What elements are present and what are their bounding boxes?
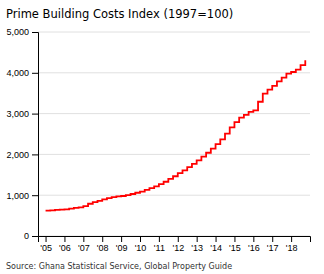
y-tick: 1,000: [6, 191, 38, 201]
x-tick-mark: [64, 236, 65, 242]
y-tick-mark: [32, 195, 38, 196]
y-axis: 0 1,000 2,000 3,000 4,000 5,000: [6, 27, 38, 241]
chart: Prime Building Costs Index (1997=100) Sou…: [0, 0, 324, 274]
annotation: Source: Ghana Statistical Service, Globa…: [6, 262, 232, 271]
x-tick-label: '07: [78, 243, 90, 253]
x-tick: '10: [135, 236, 147, 253]
x-tick: '16: [248, 236, 260, 253]
y-tick: 2,000: [6, 150, 38, 160]
y-tick: 0: [24, 231, 38, 241]
x-tick-mark: [121, 236, 122, 242]
x-tick: '06: [59, 236, 71, 253]
line: [46, 60, 306, 211]
x-tick-label: '11: [154, 243, 165, 253]
x-tick-mark: [102, 236, 103, 242]
x-tick-mark: [291, 236, 292, 242]
x-tick-label: '17: [267, 243, 279, 253]
x-tick-label: '14: [210, 243, 222, 253]
y-tick-mark: [32, 114, 38, 115]
x-axis: '05 '06 '07 '08 '09 '10 '11 '12 '13 '14 '15 '16 '17 '…: [39, 236, 311, 253]
y-tick-mark: [32, 154, 38, 155]
y-tick-mark: [32, 236, 38, 237]
title: Prime Building Costs Index (1997=100): [6, 7, 233, 21]
x-tick-label: '12: [172, 243, 184, 253]
x-tick: '11: [154, 236, 165, 253]
x-tick-label: '10: [135, 243, 147, 253]
x-tick-mark: [159, 236, 160, 242]
x-tick-mark: [197, 236, 198, 242]
x-tick-mark: [253, 236, 254, 242]
grid: [38, 32, 310, 236]
x-tick-label: '06: [59, 243, 71, 253]
marks: [46, 60, 306, 211]
x-tick-mark: [216, 236, 217, 242]
x-tick: '13: [191, 236, 203, 253]
y-axis-line: [32, 33, 39, 237]
plot: '05 '06 '07 '08 '09 '10 '11 '12 '13 '14 '15 '16 '17 '…: [6, 27, 310, 253]
x-tick: '15: [229, 236, 241, 253]
x-tick-label: '18: [286, 243, 298, 253]
y-tick: 3,000: [6, 109, 38, 119]
y-tick-label: 0: [24, 231, 29, 241]
x-tick-label: '16: [248, 243, 260, 253]
x-tick-label: '05: [40, 243, 52, 253]
y-tick: 4,000: [6, 68, 38, 78]
x-tick: '12: [172, 236, 184, 253]
x-tick: '05: [40, 236, 52, 253]
grid-line: [38, 72, 310, 73]
x-tick: '09: [116, 236, 128, 253]
y-tick: 5,000: [6, 27, 38, 37]
grid-line: [38, 195, 310, 196]
x-axis-line: [39, 237, 311, 243]
grid-line: [38, 32, 310, 33]
y-tick-label: 3,000: [6, 109, 29, 119]
y-tick-label: 5,000: [6, 27, 29, 37]
x-tick: '18: [286, 236, 298, 253]
x-tick-mark: [140, 236, 141, 242]
grid-line: [38, 113, 310, 114]
x-tick-label: '13: [191, 243, 203, 253]
x-tick-mark: [83, 236, 84, 242]
x-tick-mark: [234, 236, 235, 242]
x-tick: '08: [97, 236, 109, 253]
x-tick-mark: [272, 236, 273, 242]
x-tick-mark: [178, 236, 179, 242]
y-tick-mark: [32, 73, 38, 74]
x-tick-label: '08: [97, 243, 109, 253]
y-tick-label: 4,000: [6, 68, 29, 78]
y-tick-mark: [32, 32, 38, 33]
x-tick: '17: [267, 236, 279, 253]
x-tick: '07: [78, 236, 90, 253]
y-tick-label: 2,000: [6, 150, 29, 160]
x-tick-label: '09: [116, 243, 128, 253]
x-tick-mark: [46, 236, 47, 242]
x-tick-label: '15: [229, 243, 241, 253]
y-tick-label: 1,000: [6, 191, 29, 201]
grid-line: [38, 154, 310, 155]
x-tick: '14: [210, 236, 222, 253]
